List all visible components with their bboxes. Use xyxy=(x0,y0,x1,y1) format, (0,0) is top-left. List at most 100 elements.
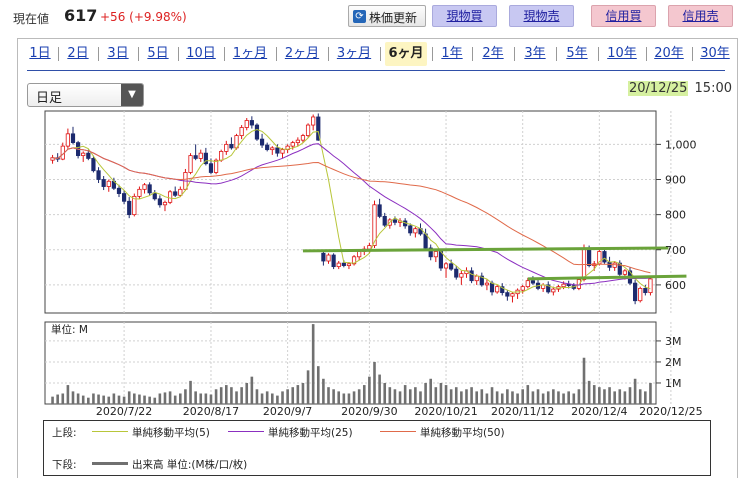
chart-frame xyxy=(17,38,738,478)
volume-bar xyxy=(189,380,192,404)
candle-body xyxy=(530,280,536,284)
period-tab-2[interactable]: 2日 xyxy=(67,46,89,61)
period-tab-6[interactable]: 1ヶ月 xyxy=(232,46,268,61)
refresh-icon: ⟳ xyxy=(353,10,366,23)
trendline-annotations xyxy=(302,246,687,281)
candle xyxy=(464,267,469,278)
period-tab-12[interactable]: 3年 xyxy=(524,46,546,61)
period-divider xyxy=(380,47,381,61)
legend-ma50-label: 単純移動平均(50) xyxy=(420,427,505,439)
candle-body xyxy=(449,263,454,270)
x-tick-label: 2020/12/4 xyxy=(571,405,627,418)
volume-tick-label: 3M xyxy=(665,335,682,348)
interval-select[interactable]: 日足 ▼ xyxy=(27,83,144,107)
candle xyxy=(408,223,413,236)
period-tab-16[interactable]: 30年 xyxy=(700,46,730,61)
x-tick-label: 2020/7/22 xyxy=(96,405,152,418)
refresh-price-button[interactable]: ⟳ 株価更新 xyxy=(348,5,426,27)
volume-bar xyxy=(572,393,576,404)
candle-body xyxy=(479,275,484,286)
period-divider xyxy=(224,47,225,61)
volume-bar xyxy=(138,394,141,404)
candle-body xyxy=(617,262,622,275)
volume-bar xyxy=(465,389,468,404)
volume-bar xyxy=(480,389,484,404)
candle-body xyxy=(244,120,249,128)
candle-body xyxy=(484,282,490,286)
volume-bar xyxy=(66,385,70,404)
period-tab-9[interactable]: 6ヶ月 xyxy=(385,42,427,66)
candle xyxy=(331,253,336,270)
candle-body xyxy=(612,262,617,268)
period-tab-4[interactable]: 5日 xyxy=(147,46,169,61)
legend-ma50-swatch xyxy=(380,431,416,432)
period-tab-14[interactable]: 10年 xyxy=(607,46,637,61)
candle-body xyxy=(208,163,214,173)
period-tab-15[interactable]: 20年 xyxy=(654,46,684,61)
volume-bar xyxy=(112,393,116,404)
candle-body xyxy=(367,245,372,250)
candle-body xyxy=(224,143,229,152)
volume-unit-label: 単位: M xyxy=(51,323,88,336)
volume-bar xyxy=(133,393,136,404)
candle-body xyxy=(546,284,551,293)
volume-bar xyxy=(470,387,473,404)
period-tab-7[interactable]: 2ヶ月 xyxy=(284,46,320,61)
period-tab-11[interactable]: 2年 xyxy=(482,46,504,61)
cash-sell-button[interactable]: 現物売 xyxy=(509,5,574,27)
period-tab-5[interactable]: 10日 xyxy=(186,46,216,61)
candle xyxy=(60,142,65,161)
volume-bar xyxy=(214,389,218,404)
legend-ma25-swatch xyxy=(228,431,264,432)
candle-body xyxy=(70,133,76,144)
period-divider xyxy=(432,47,433,61)
period-tab-13[interactable]: 5年 xyxy=(566,46,588,61)
x-tick-label: 2020/9/30 xyxy=(341,405,397,418)
candle xyxy=(65,128,70,150)
candle xyxy=(433,249,438,263)
volume-bar xyxy=(500,393,504,404)
legend-ma5-label: 単純移動平均(5) xyxy=(132,427,210,439)
candle xyxy=(101,175,106,191)
volume-bar xyxy=(281,391,284,404)
candle xyxy=(178,186,183,198)
candle-body xyxy=(50,157,55,161)
volume-bar xyxy=(419,391,422,404)
period-tab-8[interactable]: 3ヶ月 xyxy=(336,46,372,61)
volume-bar xyxy=(536,389,540,404)
candle xyxy=(137,186,142,199)
chart-datetime: 20/12/25 15:00 xyxy=(628,81,732,96)
candle xyxy=(229,137,234,150)
candle xyxy=(203,147,208,166)
candle xyxy=(224,140,229,155)
volume-bar xyxy=(526,385,530,404)
margin-sell-button[interactable]: 信用売 xyxy=(668,5,733,27)
volume-bar xyxy=(276,395,279,404)
volume-bar xyxy=(337,391,341,404)
candle-body xyxy=(525,280,530,288)
candle-body xyxy=(326,254,331,262)
cash-buy-button[interactable]: 現物買 xyxy=(432,5,497,27)
volume-bar xyxy=(245,382,249,404)
volume-bar xyxy=(623,391,627,404)
period-divider xyxy=(556,47,557,61)
candle xyxy=(326,253,331,264)
volume-bar xyxy=(107,396,111,404)
candle xyxy=(607,256,612,271)
candle-body xyxy=(336,262,341,268)
candle-body xyxy=(239,127,244,136)
current-price-label: 現在値 xyxy=(13,12,50,26)
candle xyxy=(50,154,55,164)
volume-bar xyxy=(485,393,489,404)
period-tab-10[interactable]: 1年 xyxy=(441,46,463,61)
candle xyxy=(81,151,86,162)
candle xyxy=(648,277,653,296)
volume-bar xyxy=(613,391,616,404)
candle xyxy=(546,281,551,294)
candle xyxy=(515,288,520,299)
period-tab-3[interactable]: 3日 xyxy=(107,46,129,61)
margin-buy-button[interactable]: 信用買 xyxy=(591,5,656,27)
volume-bar xyxy=(327,387,330,404)
period-tab-1[interactable]: 1日 xyxy=(29,46,51,61)
volume-bar xyxy=(143,395,146,404)
